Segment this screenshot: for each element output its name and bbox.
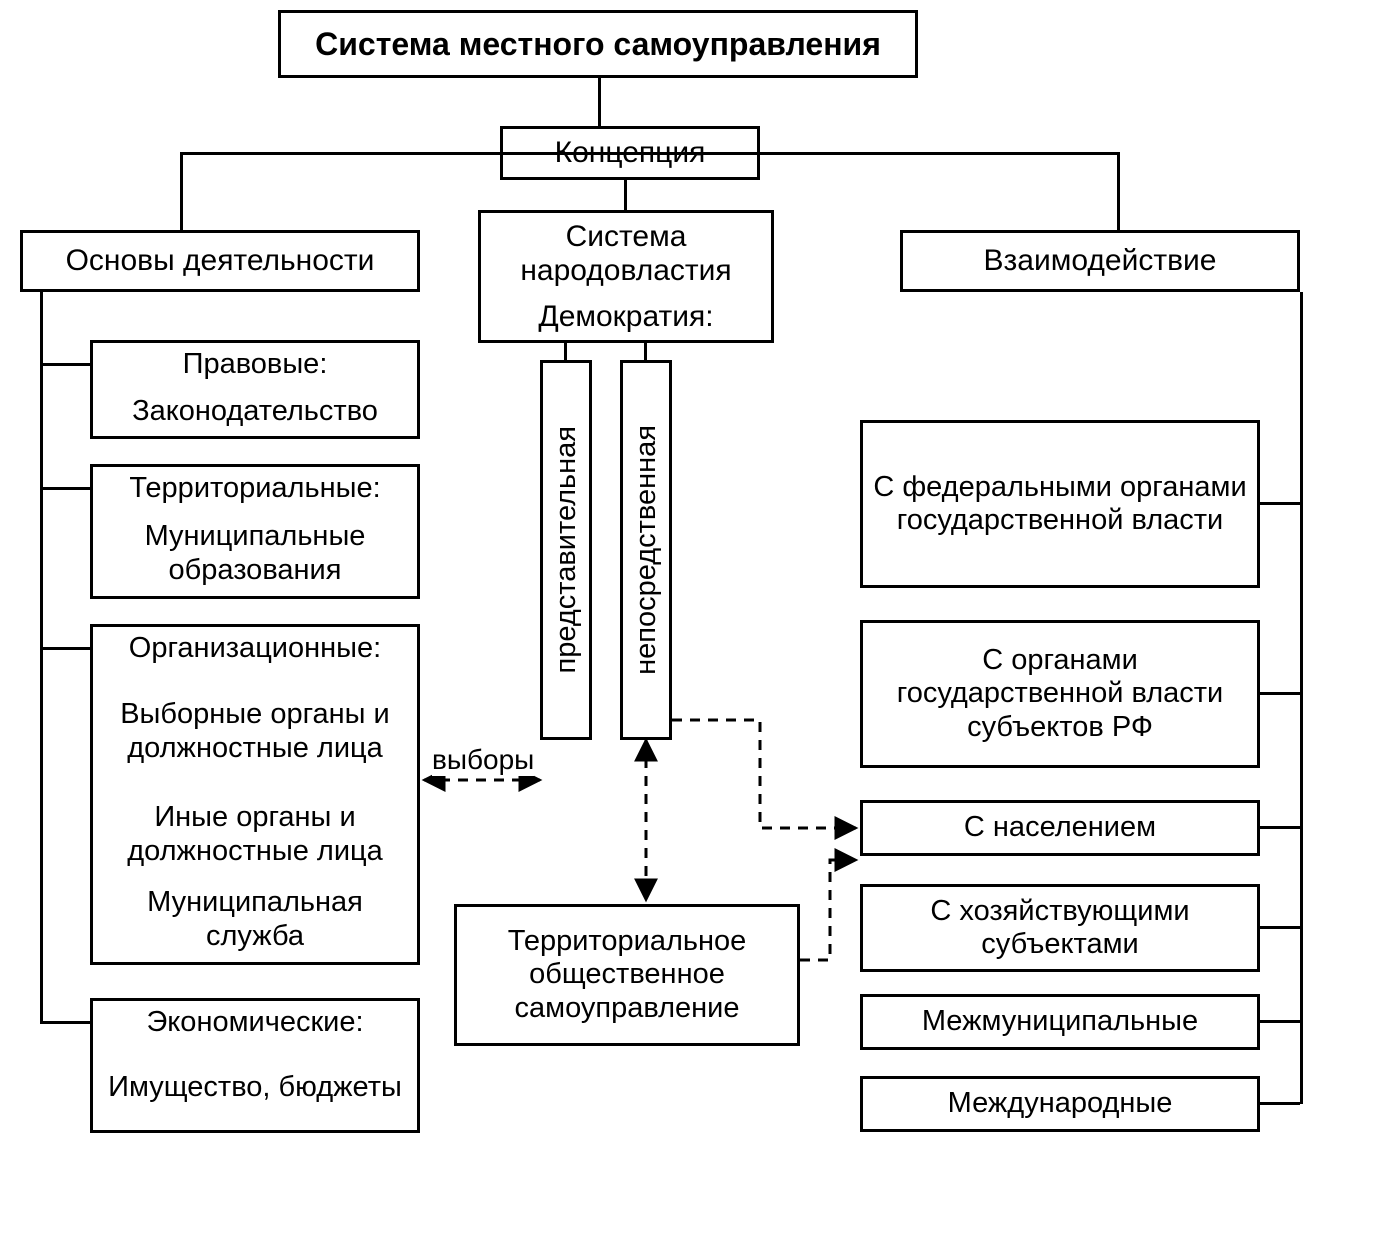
mid-drop-v1 — [564, 343, 567, 360]
right-conn-1 — [1260, 692, 1300, 695]
right-conn-5 — [1260, 1102, 1300, 1105]
right-item-2: С населением — [860, 800, 1260, 856]
right-conn-3 — [1260, 926, 1300, 929]
left-g1-header: Правовые: — [90, 340, 420, 390]
line-bus-left-drop — [180, 152, 183, 230]
right-conn-2 — [1260, 826, 1300, 829]
left-g4-header: Экономические: — [90, 998, 420, 1048]
right-item-1: С органами государственной власти субъек… — [860, 620, 1260, 768]
right-spine — [1300, 292, 1303, 1104]
arrow-direct-population — [672, 720, 856, 828]
right-conn-4 — [1260, 1020, 1300, 1023]
line-bus-right-drop — [1117, 152, 1120, 230]
right-item-4: Межмуниципальные — [860, 994, 1260, 1050]
left-g4-row0: Имущество, бюджеты — [90, 1045, 420, 1133]
line-bus-mid-drop — [624, 180, 627, 210]
col-left-head: Основы деятельности — [20, 230, 420, 292]
left-g3-header: Организационные: — [90, 624, 420, 674]
right-item-5: Международные — [860, 1076, 1260, 1132]
mid-bottom: Территориальное общественное самоуправле… — [454, 904, 800, 1046]
left-g2-row0: Муниципальные образования — [90, 511, 420, 599]
left-g3-row2: Муниципальная служба — [90, 877, 420, 965]
col-right-head: Взаимодействие — [900, 230, 1300, 292]
label-elections: выборы — [432, 744, 534, 776]
left-g2-header: Территориальные: — [90, 464, 420, 514]
title-box: Система местного самоуправления — [278, 10, 918, 78]
mid-drop-v2 — [644, 343, 647, 360]
left-conn-g2 — [40, 487, 90, 490]
left-spine — [40, 292, 43, 1023]
left-conn-g3 — [40, 647, 90, 650]
right-item-3: С хозяйствующими субъектами — [860, 884, 1260, 972]
title-text: Система местного самоуправления — [309, 26, 887, 63]
arrow-territorial-population — [800, 860, 856, 960]
mid-v2: непосредственная — [620, 360, 672, 740]
left-conn-g4 — [40, 1021, 90, 1024]
right-item-0: С федеральными органами государственной … — [860, 420, 1260, 588]
line-bus-top — [180, 152, 1120, 155]
left-g3-row0: Выборные органы и должностные лица — [90, 671, 420, 795]
right-conn-0 — [1260, 502, 1300, 505]
line-title-concept — [598, 78, 601, 126]
left-conn-g1 — [40, 363, 90, 366]
left-g3-row1: Иные органы и должностные лица — [90, 792, 420, 880]
left-g1-row0: Законодательство — [90, 387, 420, 439]
col-mid-head2: Демократия: — [478, 295, 774, 343]
mid-v1: представительная — [540, 360, 592, 740]
col-mid-head1: Система народовластия — [478, 210, 774, 298]
